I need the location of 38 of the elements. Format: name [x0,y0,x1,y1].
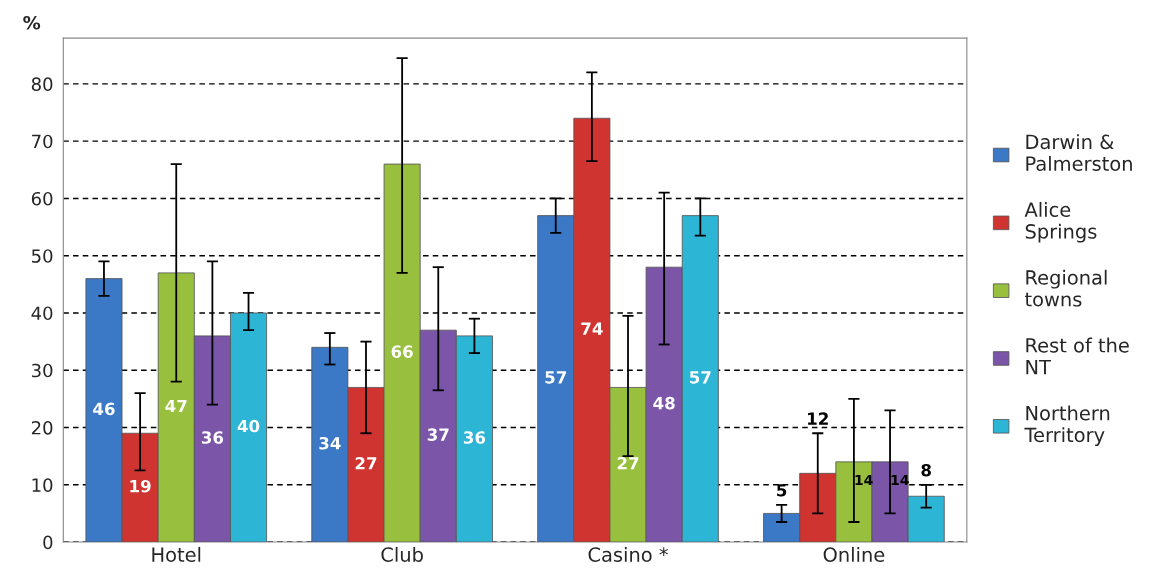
data-label: 36 [201,431,224,444]
y-axis-title: % [23,15,41,30]
y-tick-label: 20 [31,420,53,435]
data-label: 40 [237,419,260,433]
data-label: 47 [165,399,187,413]
x-tick-label: Hotel [152,546,201,562]
y-tick-label: 0 [43,535,53,550]
data-label: 46 [93,402,115,416]
data-label: 66 [391,345,413,358]
data-label: 74 [581,322,603,335]
data-label: 19 [130,479,151,493]
x-tick-label: Casino * [588,546,669,562]
y-tick-label: 10 [32,478,53,492]
data-label: 37 [427,428,449,441]
y-tick-label: 60 [31,191,53,206]
y-tick-label: 70 [32,134,53,149]
y-tick-label: 80 [31,77,53,92]
data-label: 57 [545,371,566,384]
legend-label: Rest of the NT [1026,337,1129,375]
y-tick-label: 30 [31,363,53,378]
x-tick-label: Club [381,546,423,562]
data-label: 34 [319,436,341,450]
y-tick-label: 50 [32,249,53,263]
data-label: 5 [777,484,787,497]
data-label: 14 [891,474,909,486]
legend-label: Regional towns [1025,269,1107,307]
y-tick-label: 40 [31,306,53,321]
data-label: 27 [617,456,639,470]
data-label: 48 [653,396,675,410]
data-label: 57 [689,371,711,384]
x-tick-label: Online [823,546,885,562]
legend-label: Darwin & Palmerston [1026,134,1132,171]
data-label: 12 [808,412,828,425]
legend-label: Alice Springs [1024,201,1097,243]
legend-label: Northern Territory [1024,405,1110,446]
data-label: 27 [355,456,377,470]
data-label: 36 [463,431,486,444]
data-label: 8 [921,463,931,477]
